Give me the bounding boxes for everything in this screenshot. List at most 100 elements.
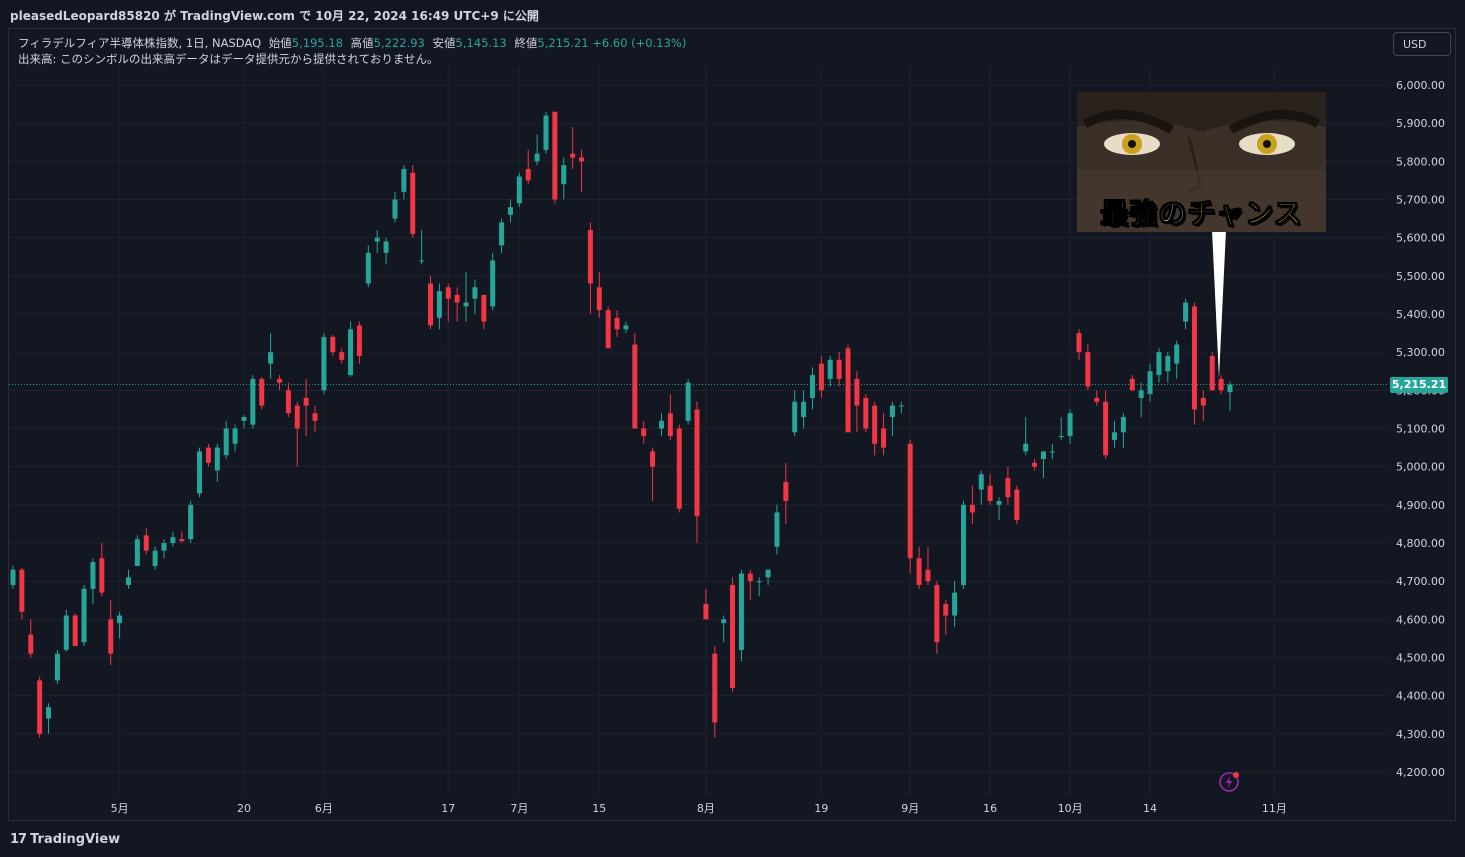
- candle: [809, 367, 815, 410]
- candle: [969, 485, 975, 524]
- thumbnail-overlay: 最強のチャンス: [1077, 92, 1326, 232]
- candle: [205, 443, 211, 467]
- y-tick-label: 6,000.00: [1396, 79, 1445, 92]
- candle: [1014, 485, 1020, 524]
- candle: [1200, 390, 1206, 421]
- candle: [1040, 451, 1046, 479]
- candle: [1067, 409, 1073, 444]
- candle: [330, 334, 336, 356]
- face-eyes-image: [1077, 92, 1326, 232]
- candle-body: [1147, 371, 1153, 395]
- candle: [1191, 302, 1197, 425]
- thumbnail-caption: 最強のチャンス: [1077, 192, 1326, 232]
- candle-body: [570, 153, 576, 158]
- candle: [641, 420, 647, 444]
- candle: [632, 333, 638, 429]
- y-tick-label: 4,600.00: [1396, 613, 1445, 626]
- candle: [827, 355, 833, 387]
- candle: [276, 375, 282, 391]
- y-tick-label: 4,800.00: [1396, 537, 1445, 550]
- candle-body: [507, 207, 513, 215]
- caption-part1: 最強の: [1100, 197, 1188, 231]
- candle-body: [1076, 333, 1082, 353]
- candle-body: [925, 569, 931, 582]
- candle-body: [81, 588, 87, 643]
- candle: [978, 470, 984, 505]
- candle: [765, 569, 771, 585]
- candle: [756, 577, 762, 597]
- candle: [658, 413, 664, 437]
- candle: [516, 172, 522, 208]
- candle-body: [117, 615, 123, 624]
- candle-body: [641, 428, 647, 437]
- candle-body: [667, 413, 673, 437]
- tradingview-brand[interactable]: 17 TradingView: [10, 832, 120, 847]
- currency-button[interactable]: USD: [1393, 32, 1451, 56]
- time-axis[interactable]: 5月 20 6月 17 7月 15 8月 19 9月 16 10月 14 11月: [111, 802, 1287, 815]
- lightning-icon[interactable]: [1218, 770, 1242, 794]
- candle: [587, 222, 593, 314]
- candle: [10, 565, 16, 589]
- candle-body: [1156, 352, 1162, 376]
- candle-body: [365, 252, 371, 284]
- candle-body: [392, 199, 398, 219]
- candle: [845, 344, 851, 433]
- candle: [46, 703, 52, 734]
- candle-body: [987, 485, 993, 502]
- candle: [1049, 443, 1055, 460]
- candle-body: [1218, 378, 1224, 391]
- candle: [339, 348, 345, 364]
- candle: [1138, 382, 1144, 418]
- candle: [676, 424, 682, 513]
- candle: [952, 581, 958, 627]
- candle-body: [587, 230, 593, 284]
- legend-symbol[interactable]: フィラデルフィア半導体株指数, 1日, NASDAQ: [18, 36, 262, 50]
- y-tick-label: 4,400.00: [1396, 690, 1445, 703]
- candle-body: [961, 504, 967, 585]
- candle: [1058, 417, 1064, 440]
- x-tick-label: 9月: [901, 802, 919, 815]
- candle-body: [898, 405, 904, 407]
- candle-body: [99, 558, 105, 593]
- candle-body: [1014, 489, 1020, 521]
- legend-high-value: 5,222.93: [373, 36, 425, 50]
- candle-body: [1005, 478, 1011, 498]
- candle: [250, 375, 256, 429]
- candle: [801, 390, 807, 429]
- candle-body: [1058, 436, 1064, 438]
- candle-body: [516, 176, 522, 204]
- candle-body: [1032, 462, 1038, 467]
- candle-body: [72, 615, 78, 647]
- candle-body: [783, 481, 789, 502]
- candle: [1209, 352, 1215, 391]
- candle: [1076, 329, 1082, 360]
- candle: [383, 237, 389, 265]
- candle-body: [428, 283, 434, 326]
- candle-body: [419, 260, 425, 262]
- candle-body: [205, 447, 211, 463]
- candle-body: [472, 287, 478, 299]
- price-axis[interactable]: 4,200.00 4,300.00 4,400.00 4,500.00 4,600.00…: [1396, 79, 1445, 779]
- candle: [685, 378, 691, 425]
- candle-body: [125, 577, 131, 585]
- x-tick-label: 16: [983, 802, 997, 815]
- candle: [1129, 375, 1135, 391]
- candle: [1094, 390, 1100, 406]
- candle-body: [738, 573, 744, 650]
- candle-body: [818, 363, 824, 391]
- y-tick-label: 5,000.00: [1396, 461, 1445, 474]
- candle: [1165, 352, 1171, 383]
- candle-body: [579, 157, 585, 162]
- candle: [436, 283, 442, 330]
- candle: [259, 376, 265, 410]
- candle-body: [330, 336, 336, 353]
- candle: [872, 401, 878, 456]
- candle: [365, 245, 371, 288]
- candle: [623, 321, 629, 334]
- candle-body: [543, 115, 549, 150]
- candle: [81, 584, 87, 647]
- candle: [1218, 375, 1224, 395]
- candle: [37, 676, 43, 738]
- candle-body: [632, 344, 638, 429]
